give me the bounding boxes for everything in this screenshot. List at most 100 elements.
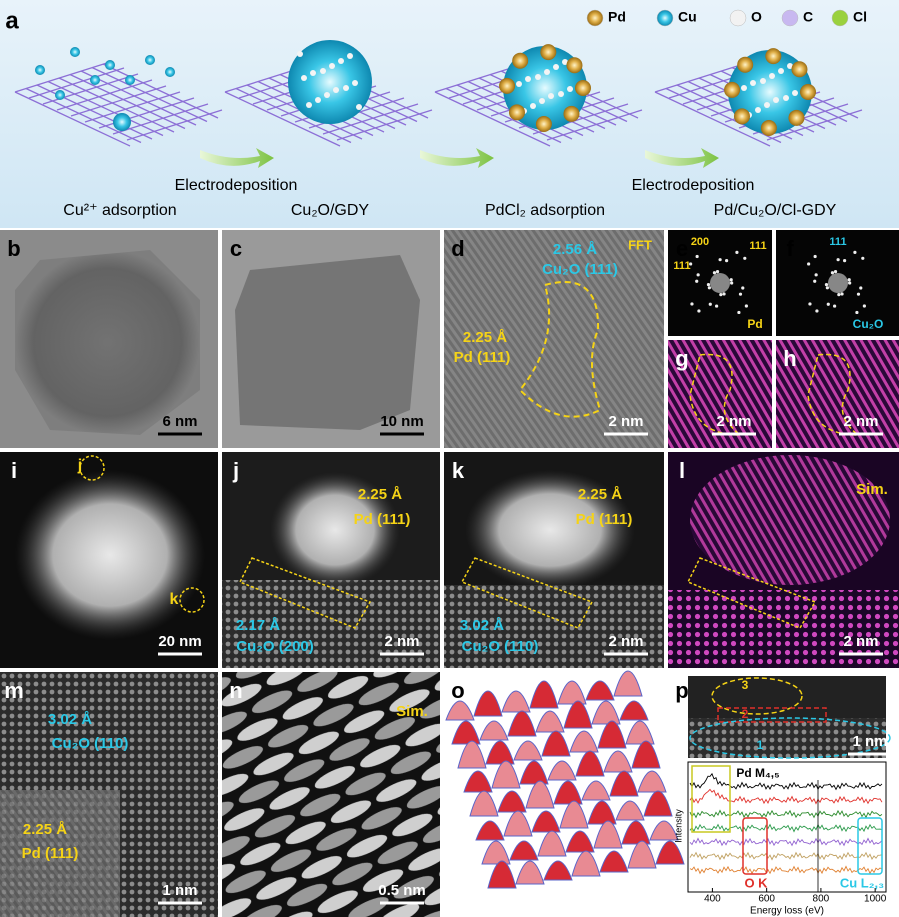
fft-spot [861, 256, 865, 260]
o-atom [352, 80, 358, 86]
pd-cluster [765, 48, 782, 65]
o-atom [783, 95, 789, 101]
particle [15, 470, 205, 640]
o-atom [769, 73, 775, 79]
annotation: 111 [829, 236, 846, 248]
process-arrow [200, 148, 274, 168]
lattice-line [654, 61, 751, 93]
surface-peak [503, 810, 533, 837]
pd-cluster [540, 44, 557, 61]
pd-cluster [499, 77, 516, 94]
region-box [686, 557, 817, 629]
surface-peak [569, 730, 599, 753]
fft-spot [808, 302, 812, 306]
surface-peak [563, 700, 593, 729]
annotation: Pd (111) [576, 511, 633, 528]
cu-ion [165, 67, 175, 77]
panel-label: h [783, 346, 796, 371]
annotation: 111 [673, 260, 690, 272]
o-atom [338, 58, 344, 64]
annotation: 3 [742, 678, 749, 692]
lattice-line [112, 103, 209, 135]
o-atom [530, 103, 536, 109]
panel-image [444, 230, 664, 448]
fft-spot [718, 258, 722, 262]
panel-label: b [7, 236, 20, 261]
surface-peak [529, 680, 559, 709]
lattice-line [546, 109, 643, 141]
o-atom [329, 63, 335, 69]
fft-spot [862, 304, 866, 308]
fft-spot [695, 254, 699, 259]
panel-label: e [676, 236, 688, 261]
scale-bar-label: 2 nm [384, 633, 419, 650]
fft-spot [853, 250, 857, 254]
annotation: Cu₂O (200) [236, 638, 314, 655]
fft-spot [735, 250, 739, 254]
fft-spot [738, 292, 743, 296]
scale-bar-label: 2 nm [608, 633, 643, 650]
o-atom [525, 76, 531, 82]
inset-lattice [688, 718, 886, 758]
cu-ion [105, 60, 115, 70]
annotation: Cu L₂,₃ [840, 875, 884, 890]
surface-peak [535, 710, 565, 733]
panel-label: l [679, 458, 685, 483]
o-atom [535, 74, 541, 80]
annotation: k [170, 591, 179, 608]
outline [807, 353, 861, 436]
lattice-line [434, 91, 551, 147]
annotation: Sim. [856, 481, 888, 498]
surface-peak [571, 850, 601, 877]
surface-peak [597, 720, 627, 749]
panel-label: o [451, 678, 464, 703]
fft-spot [737, 310, 741, 315]
fft-spot [843, 259, 847, 263]
o-atom [301, 75, 307, 81]
lattice-line [70, 85, 167, 117]
marker-circle [179, 587, 205, 613]
o-atom [787, 63, 793, 69]
surface-peak [585, 680, 615, 701]
cu-ion [145, 55, 155, 65]
legend-label: Pd [608, 9, 626, 25]
scale-bar-label: 2 nm [843, 413, 878, 430]
fft-spot [813, 279, 817, 283]
x-tick-label: 800 [813, 894, 830, 905]
step-label: Electrodeposition [175, 177, 298, 194]
surface-peak [593, 820, 623, 849]
region-3 [711, 677, 803, 715]
step-label: Electrodeposition [632, 177, 755, 194]
particle [235, 255, 420, 430]
o-atom [562, 59, 568, 65]
fft-spot [855, 310, 859, 315]
lattice-line [322, 103, 419, 135]
o-atom [297, 51, 303, 57]
fft-spot [856, 292, 861, 296]
annotation: 2.56 Å [553, 241, 597, 258]
lattice-line [224, 91, 341, 147]
pd-cluster [788, 109, 805, 126]
fft-spot [690, 302, 694, 306]
lattice-line [84, 91, 181, 123]
panel-label: j [232, 458, 239, 483]
surface-peak [543, 860, 573, 881]
annotation: 200 [691, 236, 709, 248]
annotation: Pd [747, 317, 762, 331]
surface-peak [497, 790, 527, 813]
pd-window [691, 765, 731, 833]
surface-peak [587, 800, 617, 825]
annotation: Cu₂O [853, 317, 884, 331]
scale-bar-label: 0.5 nm [378, 882, 426, 899]
marker-circle [79, 455, 105, 481]
fft-spot [712, 271, 717, 275]
surface-peak [515, 860, 545, 885]
cu-ion [90, 75, 100, 85]
annotation: Cu₂O (111) [542, 261, 618, 278]
surface-peak [469, 790, 499, 817]
surface-peak [581, 780, 611, 801]
annotation: 3.02 Å [48, 711, 92, 728]
surface-peak [637, 770, 667, 793]
